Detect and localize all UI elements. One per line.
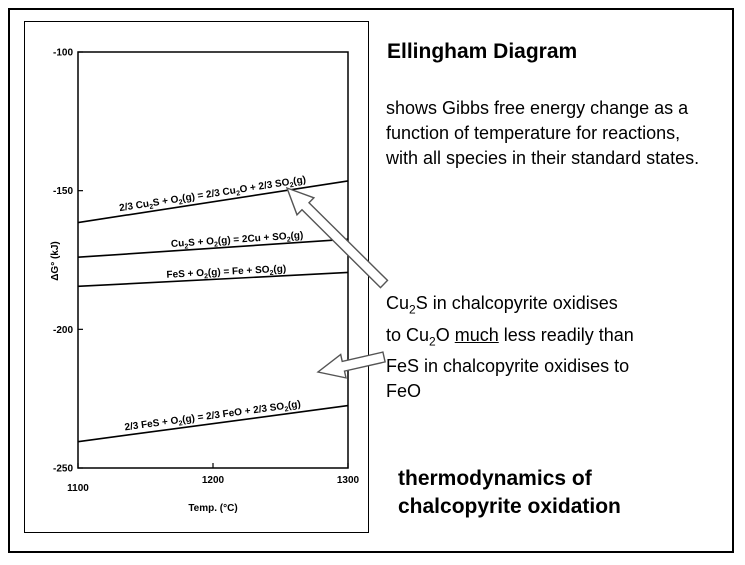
y-tick-label: -200: [53, 325, 73, 336]
label-text: O + 2/3 SO: [239, 177, 291, 196]
y-tick-label: -150: [53, 186, 73, 197]
subscript: 2: [184, 243, 188, 250]
annotation-line: FeS in chalcopyrite oxidises to: [386, 356, 630, 377]
label-text: S + O: [152, 194, 179, 209]
label-text: (g): [290, 230, 303, 242]
subscript: 2: [287, 237, 291, 244]
y-tick-label: -250: [53, 464, 73, 475]
label-text: (g) = 2/3 Cu: [181, 185, 236, 204]
label-text: 2/3 FeS + O: [124, 415, 179, 433]
subscript: 2: [178, 420, 183, 427]
reaction-label: 2/3 FeS + O2(g) = 2/3 FeO + 2/3 SO2(g): [124, 399, 302, 435]
reaction-line: [77, 271, 349, 288]
x-tick-label: 1300: [337, 475, 360, 486]
reaction-line: [77, 238, 349, 259]
label-text: 2/3 Cu: [118, 199, 149, 214]
footer-caption: thermodynamics of chalcopyrite oxidation: [398, 465, 718, 521]
reaction-line: [77, 180, 349, 224]
plot-box: [77, 51, 349, 469]
x-axis-label: Temp. (°C): [188, 503, 237, 514]
reaction-label: Cu2S + O2(g) = 2Cu + SO2(g): [171, 230, 304, 251]
subscript: 2: [149, 203, 154, 211]
y-axis-label: ΔG° (kJ): [50, 241, 61, 281]
label-text: (g): [273, 264, 286, 276]
reaction-label: FeS + O2(g) = Fe + SO2(g): [166, 264, 286, 283]
description-text: shows Gibbs free energy change as a func…: [386, 98, 700, 168]
label-text: (g): [292, 174, 306, 187]
page-title: Ellingham Diagram: [387, 40, 578, 63]
subscript: 2: [178, 199, 183, 207]
annotation-line: to Cu2O much less readily than: [386, 324, 634, 349]
reaction-label: 2/3 Cu2S + O2(g) = 2/3 Cu2O + 2/3 SO2(g): [118, 174, 306, 215]
y-tick-label: -100: [53, 48, 73, 59]
annotation-text: Cu2S in chalcopyrite oxidises to Cu2O mu…: [386, 291, 716, 404]
label-text: (g) = 2/3 FeO + 2/3 SO: [182, 401, 286, 426]
subscript: 2: [236, 190, 241, 198]
subscript: 2: [284, 406, 289, 413]
footer-line: thermodynamics of: [398, 467, 592, 490]
subscript: 2: [214, 241, 218, 248]
subscript: 2: [289, 182, 294, 190]
annotation-line: Cu2S in chalcopyrite oxidises: [386, 293, 618, 317]
label-text: FeS + O: [166, 268, 204, 281]
arrow-to-cu2s-line: [285, 186, 389, 289]
slide-frame: [8, 8, 734, 553]
reaction-line: [77, 404, 349, 443]
figure-frame: [24, 21, 369, 533]
x-tick-label: 1200: [202, 475, 225, 486]
label-text: Cu: [171, 238, 185, 250]
label-text: S + O: [188, 236, 215, 249]
arrow-to-fes-line: [316, 351, 386, 379]
x-tick-label: 1100: [67, 483, 89, 494]
footer-line: chalcopyrite oxidation: [398, 495, 621, 518]
subscript: 2: [270, 270, 274, 277]
annotation-line: FeO: [386, 381, 422, 402]
label-text: (g) = 2Cu + SO: [218, 231, 288, 247]
subscript: 2: [204, 273, 208, 280]
label-text: (g) = Fe + SO: [208, 265, 270, 279]
label-text: (g): [287, 399, 301, 412]
